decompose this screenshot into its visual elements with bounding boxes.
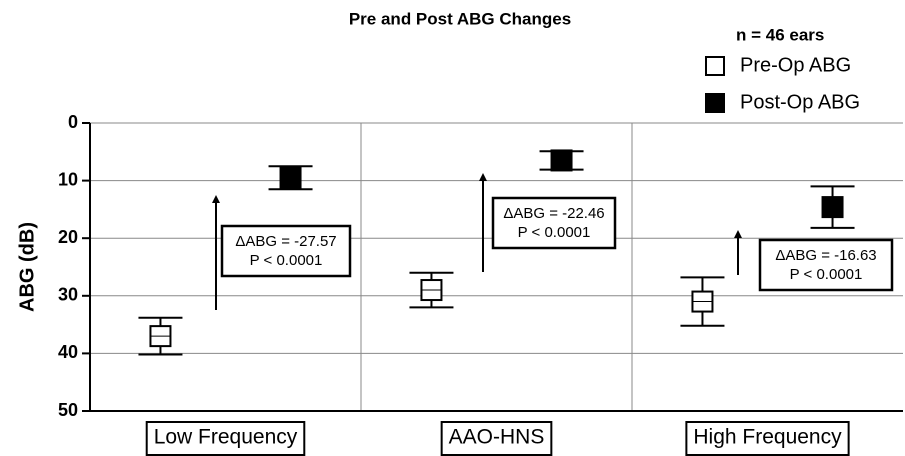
annotation-box bbox=[220, 224, 352, 278]
y-tick-label: 40 bbox=[58, 342, 78, 362]
marker bbox=[821, 196, 844, 219]
x-tick-label: Low Frequency bbox=[154, 426, 298, 449]
category-box bbox=[145, 421, 306, 456]
annotation-delta: ΔABG = -22.46 bbox=[503, 205, 604, 222]
legend-swatch bbox=[705, 93, 725, 113]
y-axis-label: ABG (dB) bbox=[16, 222, 38, 312]
annotation-box bbox=[491, 196, 617, 250]
y-tick-label: 50 bbox=[58, 400, 78, 420]
legend-label: Post-Op ABG bbox=[740, 91, 860, 113]
category-box bbox=[440, 421, 553, 456]
annotation-box bbox=[758, 238, 894, 292]
annotation-p: P < 0.0001 bbox=[250, 252, 323, 269]
marker bbox=[550, 149, 573, 172]
x-tick-label: AAO-HNS bbox=[449, 426, 545, 449]
arrow-head bbox=[212, 195, 220, 203]
y-tick-label: 10 bbox=[58, 169, 78, 189]
arrow-head bbox=[734, 230, 742, 238]
arrow-head bbox=[479, 173, 487, 181]
annotation-p: P < 0.0001 bbox=[518, 224, 591, 241]
y-tick-label: 20 bbox=[58, 227, 78, 247]
y-tick-label: 30 bbox=[58, 285, 78, 305]
x-tick-label: High Frequency bbox=[693, 426, 842, 449]
legend-title: n = 46 ears bbox=[736, 25, 824, 44]
legend-swatch bbox=[705, 56, 725, 76]
legend-label: Pre-Op ABG bbox=[740, 54, 851, 76]
y-tick-label: 0 bbox=[68, 112, 78, 132]
chart-title: Pre and Post ABG Changes bbox=[349, 9, 571, 28]
annotation-p: P < 0.0001 bbox=[790, 266, 863, 283]
category-box bbox=[685, 421, 850, 456]
marker bbox=[279, 166, 302, 189]
annotation-delta: ΔABG = -16.63 bbox=[775, 247, 876, 264]
annotation-delta: ΔABG = -27.57 bbox=[235, 233, 336, 250]
